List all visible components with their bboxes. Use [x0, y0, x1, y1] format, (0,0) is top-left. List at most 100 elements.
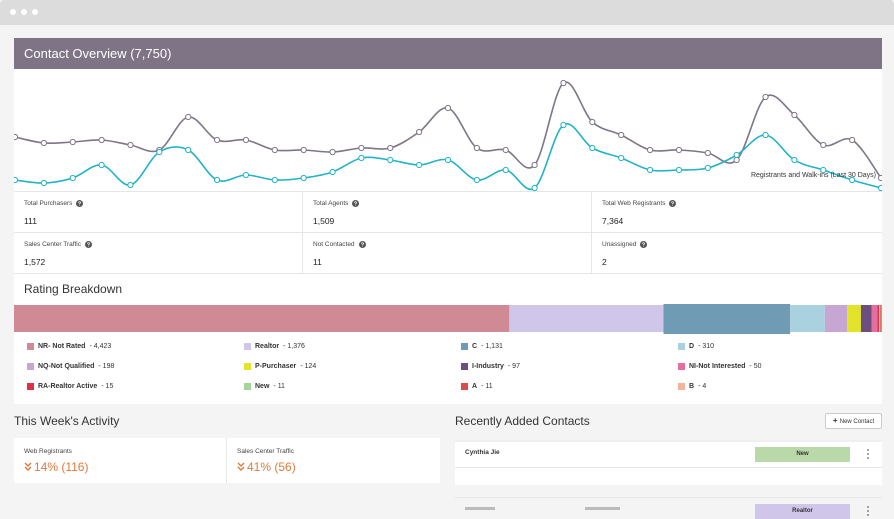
legend-swatch: [244, 363, 251, 370]
stat-value: 7,364: [602, 216, 872, 226]
stat-label: Unassigned: [602, 241, 636, 248]
down-arrow-icon: [24, 462, 32, 472]
legend-value: 50: [749, 363, 761, 370]
stat-label: Sales Center Traffic: [24, 241, 81, 248]
point: [41, 140, 46, 145]
stat-value: 2: [602, 257, 872, 267]
point: [445, 157, 450, 162]
stat-label: Total Agents: [313, 200, 348, 207]
legend-item: NI-Not Interested50: [678, 363, 761, 370]
divider: [14, 273, 882, 274]
point: [388, 157, 393, 162]
down-arrow-shape: [238, 463, 244, 470]
stat-cell: Total Web Registrants 7,364: [592, 191, 882, 232]
line: [15, 82, 881, 178]
bar-segment: [847, 305, 861, 332]
legend-label: I-Industry: [472, 363, 504, 370]
blurred-info: [585, 507, 620, 510]
stat-label-row: Total Purchasers: [24, 200, 292, 207]
stat-label: Not Contacted: [313, 241, 355, 248]
new-contact-button[interactable]: New Contact: [825, 413, 882, 429]
down-arrow-icon: [237, 462, 245, 472]
bar-segment: [872, 305, 878, 332]
legend-item: D310: [678, 343, 714, 350]
bar-segment: [825, 305, 847, 332]
legend-label: P-Purchaser: [255, 363, 296, 370]
window-bar: [0, 0, 894, 25]
point: [676, 167, 681, 172]
bar-segment: [879, 305, 880, 332]
help-icon: [76, 200, 83, 207]
point: [705, 150, 710, 155]
stat-label: Total Purchasers: [24, 200, 72, 207]
legend-swatch: [27, 343, 34, 350]
legend-item: B4: [678, 383, 706, 390]
section-title: Recently Added Contacts: [455, 414, 590, 428]
window-dot: [10, 9, 16, 15]
bar-segment: [880, 305, 881, 332]
legend-value: 4,423: [89, 343, 111, 350]
stat-label-row: Unassigned: [602, 241, 872, 248]
contact-badge: Realtor: [755, 504, 850, 519]
point: [503, 147, 508, 152]
legend-swatch: [27, 363, 34, 370]
legend-value: 1,376: [283, 343, 305, 350]
point: [763, 132, 768, 137]
stat-label-row: Not Contacted: [313, 241, 581, 248]
legend-label: NQ-Not Qualified: [38, 363, 94, 370]
point: [70, 175, 75, 180]
legend-item: NQ-Not Qualified198: [27, 363, 114, 370]
activity-value-row: 14% (116): [24, 460, 216, 474]
legend-value: 11: [273, 383, 285, 390]
stat-value: 111: [24, 216, 292, 226]
stat-label: Total Web Registrants: [602, 200, 665, 207]
point: [821, 142, 826, 147]
row-menu[interactable]: [866, 449, 870, 459]
legend-swatch: [678, 363, 685, 370]
blurred-name: [465, 507, 495, 510]
legend-item: New11: [244, 383, 285, 390]
point: [272, 177, 277, 182]
legend-swatch: [27, 383, 34, 390]
contact-name: Cynthia Jie: [465, 449, 500, 456]
point: [243, 172, 248, 177]
legend-value: 310: [698, 343, 714, 350]
bar-segment: [663, 304, 790, 334]
point: [272, 147, 277, 152]
legend-label: C: [472, 343, 477, 350]
legend-swatch: [244, 343, 251, 350]
legend-label: B: [689, 383, 694, 390]
legend-swatch: [461, 363, 468, 370]
point: [359, 145, 364, 150]
row-menu[interactable]: [866, 506, 870, 516]
legend-swatch: [244, 383, 251, 390]
point: [214, 137, 219, 142]
stat-label-row: Total Agents: [313, 200, 581, 207]
help-icon: [85, 241, 92, 248]
legend-value: 11: [481, 383, 493, 390]
header-band: [455, 440, 882, 442]
point: [792, 112, 797, 117]
activity-value: 14% (116): [34, 460, 88, 474]
menu-dot: [867, 506, 869, 508]
point: [417, 162, 422, 167]
point: [561, 80, 566, 85]
point: [157, 149, 162, 154]
stat-value: 1,509: [313, 216, 581, 226]
point: [850, 137, 855, 142]
point: [532, 162, 537, 167]
legend-value: 124: [300, 363, 316, 370]
activity-value-row: 41% (56): [237, 460, 430, 474]
point: [301, 175, 306, 180]
activity-value: 41% (56): [247, 460, 296, 474]
legend-label: RA-Realtor Active: [38, 383, 97, 390]
section-title: This Week's Activity: [14, 414, 119, 428]
line-chart: Registrants and Walk-ins (Last 30 Days): [14, 69, 882, 191]
point: [561, 122, 566, 127]
help-icon: [640, 241, 647, 248]
point: [647, 167, 652, 172]
